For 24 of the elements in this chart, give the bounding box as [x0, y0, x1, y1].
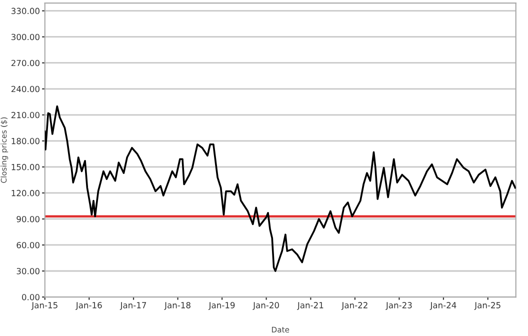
y-tick-label: 0.00: [22, 294, 40, 300]
x-tick-label: Jan-21: [297, 302, 324, 310]
x-tick-label: Jan-19: [208, 302, 235, 310]
y-tick-label: 300.00: [11, 34, 40, 40]
x-tick-label: Jan-20: [252, 302, 279, 310]
y-tick-label: 120.00: [12, 190, 40, 196]
x-tick-label: Jan-15: [31, 302, 58, 310]
x-tick-label: Jan-25: [474, 302, 500, 310]
y-tick-label: 180.00: [12, 138, 40, 144]
line-series: [44, 105, 516, 272]
x-tick-label: Jan-17: [120, 302, 146, 310]
y-tick-label: 60.00: [16, 242, 40, 248]
x-tick-label: Jan-18: [164, 302, 190, 310]
y-tick-label: 240.00: [11, 86, 40, 92]
y-tick-label: 270.00: [11, 60, 40, 66]
y-tick-label: 150.00: [12, 164, 40, 170]
x-tick-label: Jan-24: [430, 302, 456, 310]
x-tick-label: Jan-23: [386, 302, 412, 310]
y-tick-label: 330.00: [11, 8, 40, 14]
x-tick-label: Jan-22: [341, 302, 368, 310]
x-tick-label: Jan-16: [75, 302, 102, 310]
y-tick-label: 90.00: [16, 216, 40, 222]
y-tick-label: 210.00: [11, 112, 40, 118]
y-tick-label: 30.00: [16, 268, 40, 274]
